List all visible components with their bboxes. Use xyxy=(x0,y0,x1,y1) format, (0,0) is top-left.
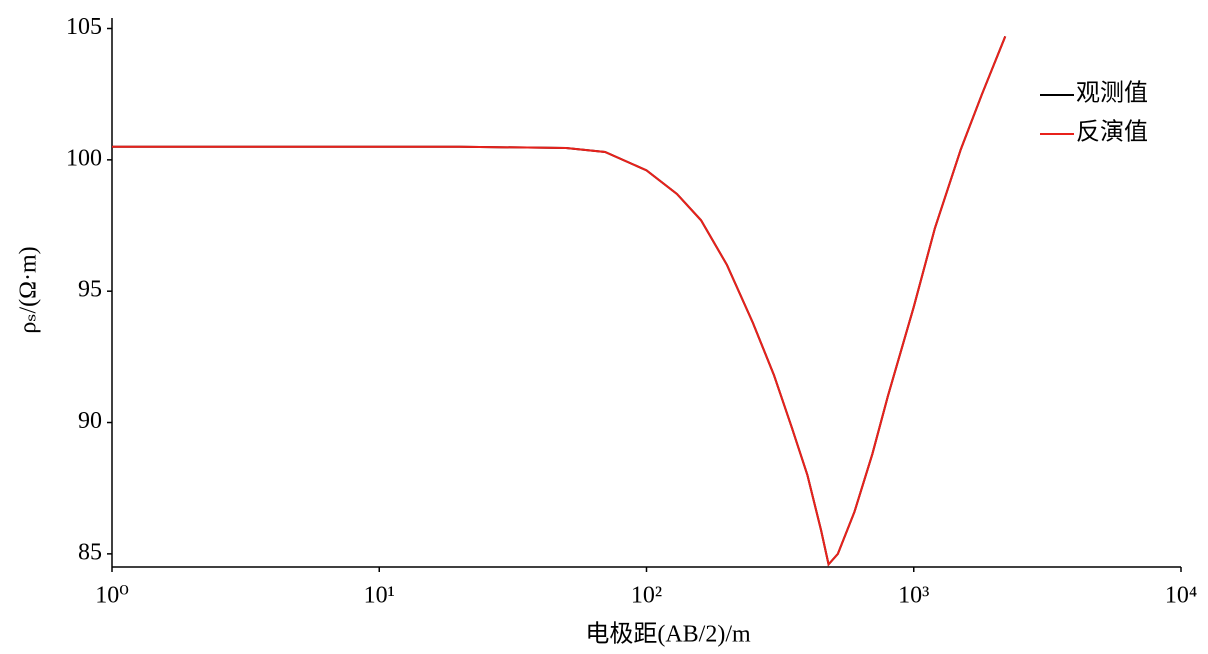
legend-label: 反演值 xyxy=(1076,119,1148,146)
x-tick-label: 10⁰ xyxy=(95,583,129,609)
x-tick-label: 10⁴ xyxy=(1165,583,1197,609)
y-tick-label: 85 xyxy=(78,539,102,565)
x-axis-label: 电极距(AB/2)/m xyxy=(585,621,751,648)
x-tick-label: 10³ xyxy=(898,583,929,609)
y-tick-label: 90 xyxy=(78,408,102,434)
data-line xyxy=(112,36,1007,567)
y-tick-label: 105 xyxy=(66,14,102,40)
x-tick-label: 10² xyxy=(631,583,662,609)
legend-label: 观测值 xyxy=(1076,80,1148,107)
y-tick-label: 95 xyxy=(78,277,102,303)
y-axis-label: ρₛ/(Ω·m) xyxy=(16,246,42,333)
data-line xyxy=(112,36,1007,567)
y-tick-label: 100 xyxy=(66,145,102,171)
x-tick-label: 10¹ xyxy=(364,583,395,609)
